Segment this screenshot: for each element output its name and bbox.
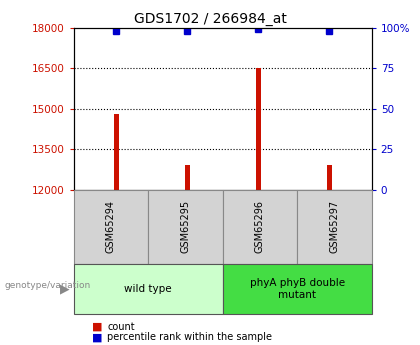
Text: GDS1702 / 266984_at: GDS1702 / 266984_at	[134, 12, 286, 26]
Text: GSM65297: GSM65297	[329, 200, 339, 253]
Text: ■: ■	[92, 333, 103, 342]
Text: percentile rank within the sample: percentile rank within the sample	[107, 333, 272, 342]
Bar	[256, 68, 260, 190]
Text: ■: ■	[92, 322, 103, 332]
Text: genotype/variation: genotype/variation	[4, 281, 90, 290]
Text: wild type: wild type	[124, 284, 172, 294]
Text: GSM65295: GSM65295	[180, 200, 190, 253]
Text: GSM65294: GSM65294	[106, 200, 116, 253]
Text: phyA phyB double
mutant: phyA phyB double mutant	[249, 278, 345, 300]
Text: GSM65296: GSM65296	[255, 200, 265, 253]
Text: ▶: ▶	[60, 283, 70, 295]
Bar	[327, 166, 331, 190]
Bar	[185, 166, 189, 190]
Text: count: count	[107, 322, 135, 332]
Bar	[114, 114, 118, 190]
